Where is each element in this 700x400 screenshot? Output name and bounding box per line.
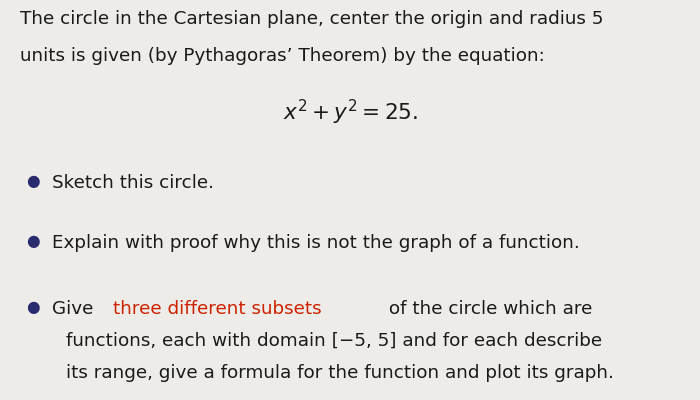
Text: units is given (by Pythagoras’ Theorem) by the equation:: units is given (by Pythagoras’ Theorem) … xyxy=(20,47,545,65)
Text: ●: ● xyxy=(27,174,40,189)
Text: three different subsets: three different subsets xyxy=(113,300,322,318)
Text: of the circle which are: of the circle which are xyxy=(383,300,592,318)
Text: $x^2 + y^2 = 25.$: $x^2 + y^2 = 25.$ xyxy=(283,98,417,127)
Text: Give: Give xyxy=(52,300,99,318)
Text: Sketch this circle.: Sketch this circle. xyxy=(52,174,214,192)
Text: The circle in the Cartesian plane, center the origin and radius 5: The circle in the Cartesian plane, cente… xyxy=(20,10,603,28)
Text: Explain with proof why this is not the graph of a function.: Explain with proof why this is not the g… xyxy=(52,234,580,252)
Text: ●: ● xyxy=(27,234,40,249)
Text: ●: ● xyxy=(27,300,40,315)
Text: functions, each with domain [−5, 5] and for each describe: functions, each with domain [−5, 5] and … xyxy=(66,332,603,350)
Text: its range, give a formula for the function and plot its graph.: its range, give a formula for the functi… xyxy=(66,364,615,382)
